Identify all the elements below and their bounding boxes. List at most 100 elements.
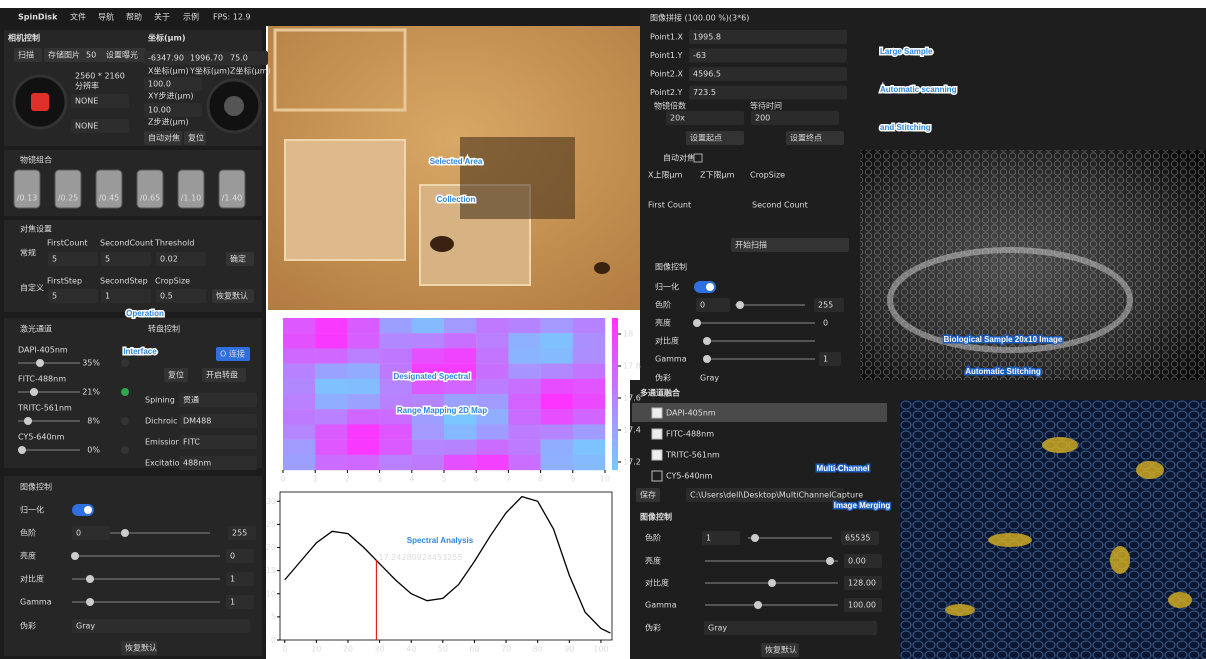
slider-knob[interactable] [768, 579, 776, 587]
slider-knob[interactable] [86, 598, 94, 606]
button[interactable] [156, 252, 206, 266]
button[interactable] [102, 48, 146, 62]
checkbox[interactable] [693, 153, 703, 163]
button[interactable] [179, 456, 257, 470]
button[interactable] [186, 51, 228, 65]
button[interactable] [666, 111, 744, 125]
slider-knob[interactable] [30, 388, 38, 396]
button[interactable] [179, 435, 257, 449]
button[interactable] [72, 526, 110, 540]
colorbar-cell [612, 439, 618, 448]
button[interactable] [72, 619, 250, 633]
objective[interactable] [136, 169, 164, 209]
label: 亮度 [20, 551, 36, 561]
slider-knob[interactable] [18, 446, 26, 454]
checkbox[interactable] [651, 407, 663, 419]
button[interactable] [156, 289, 206, 303]
button[interactable] [71, 119, 129, 133]
button[interactable] [179, 393, 257, 407]
slider-knob[interactable] [703, 337, 711, 345]
button[interactable] [44, 48, 86, 62]
button[interactable] [819, 352, 841, 366]
button[interactable] [704, 621, 877, 635]
button[interactable] [686, 131, 744, 145]
x-tick-label: 70 [501, 645, 511, 654]
button[interactable] [212, 289, 254, 303]
button[interactable] [226, 549, 254, 563]
map-cell [508, 348, 541, 364]
checkbox[interactable] [651, 449, 663, 461]
button[interactable] [731, 238, 849, 252]
button[interactable] [226, 595, 254, 609]
map-cell [283, 333, 316, 349]
objective[interactable] [54, 169, 82, 209]
button[interactable] [786, 131, 844, 145]
x-tick-label: 8 [538, 475, 543, 484]
button[interactable] [689, 85, 847, 100]
label: 723.5 [693, 88, 716, 97]
checkbox[interactable] [651, 428, 663, 440]
button[interactable] [841, 531, 879, 545]
button[interactable] [144, 77, 202, 91]
slider-knob[interactable] [754, 601, 762, 609]
button[interactable] [689, 30, 847, 44]
button[interactable] [761, 643, 799, 657]
map-cell [476, 439, 509, 455]
button[interactable] [814, 298, 844, 312]
button[interactable] [48, 252, 98, 266]
button[interactable] [226, 51, 268, 65]
button[interactable] [121, 641, 157, 655]
objective[interactable] [95, 169, 123, 209]
button[interactable] [226, 252, 254, 266]
button[interactable] [144, 131, 182, 145]
button[interactable] [226, 572, 254, 586]
map-cell [572, 363, 606, 379]
label: /1.10 [181, 194, 202, 203]
button[interactable] [184, 131, 206, 145]
button[interactable] [751, 111, 839, 125]
map-cell [315, 333, 348, 349]
objective[interactable] [13, 169, 41, 209]
slider-knob[interactable] [24, 417, 32, 425]
button[interactable] [216, 347, 250, 361]
slider-knob[interactable] [736, 301, 744, 309]
button[interactable] [844, 598, 882, 612]
slider-knob[interactable] [693, 319, 701, 327]
objective[interactable] [218, 169, 246, 209]
button[interactable] [71, 94, 129, 108]
button[interactable] [636, 488, 660, 502]
button[interactable] [844, 576, 882, 590]
button[interactable] [48, 289, 98, 303]
slider-knob[interactable] [71, 552, 79, 560]
button[interactable] [144, 103, 202, 117]
button[interactable] [228, 526, 256, 540]
checkbox[interactable] [651, 470, 663, 482]
button[interactable] [202, 368, 246, 382]
label: 对比度 [20, 574, 44, 584]
button[interactable] [689, 48, 847, 63]
slider-knob[interactable] [751, 534, 759, 542]
button[interactable] [696, 298, 730, 312]
button[interactable] [101, 289, 151, 303]
slider-knob[interactable] [703, 355, 711, 363]
slider-knob[interactable] [36, 359, 44, 367]
map-cell [508, 424, 541, 440]
label: FirstStep [47, 277, 82, 286]
button[interactable] [686, 488, 844, 502]
button[interactable] [14, 48, 42, 62]
button[interactable] [101, 252, 151, 266]
map-cell [283, 394, 316, 410]
button[interactable] [144, 51, 186, 65]
button[interactable] [702, 531, 740, 545]
slider-knob[interactable] [121, 529, 129, 537]
label: 扫描 [18, 50, 34, 60]
button[interactable] [689, 67, 847, 81]
slider-knob[interactable] [86, 575, 94, 583]
button[interactable] [164, 368, 188, 382]
selected-area [460, 137, 575, 219]
button[interactable] [82, 48, 104, 62]
button[interactable] [844, 554, 882, 568]
button[interactable] [179, 414, 257, 428]
slider-knob[interactable] [826, 557, 834, 565]
objective[interactable] [177, 169, 205, 209]
